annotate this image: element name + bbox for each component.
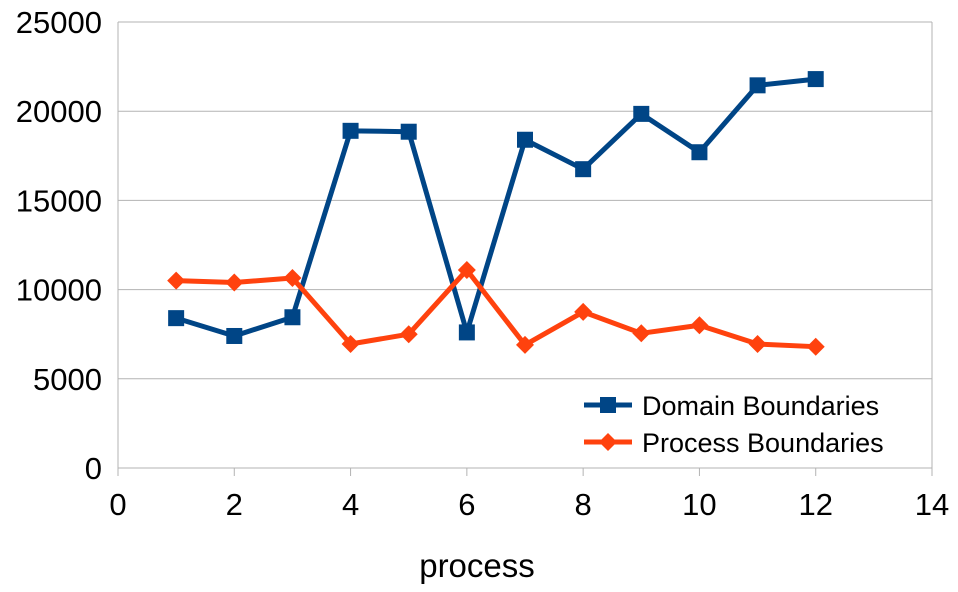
series-line-domain-boundaries bbox=[173, 76, 819, 339]
data-point-domain-boundaries bbox=[633, 105, 650, 122]
data-point-process-boundaries bbox=[283, 269, 302, 288]
data-point-process-boundaries bbox=[341, 335, 360, 354]
legend-marker-domain-boundaries bbox=[600, 397, 616, 413]
x-tick-label: 8 bbox=[575, 487, 592, 522]
x-tick-label: 0 bbox=[109, 487, 126, 522]
y-tick-label: 5000 bbox=[33, 362, 102, 397]
x-tick-label: 4 bbox=[342, 487, 359, 522]
data-point-domain-boundaries bbox=[517, 131, 533, 148]
series-line-process-boundaries bbox=[173, 267, 819, 350]
tick-labels: 0 5000 10000 15000 20000 25000 0 2 4 6 8 10 12 14 bbox=[16, 5, 949, 522]
x-tick-label: 6 bbox=[458, 487, 475, 522]
legend-marker-process-boundaries bbox=[599, 433, 617, 451]
data-point-process-boundaries bbox=[399, 325, 418, 344]
data-point-domain-boundaries bbox=[168, 310, 185, 327]
axes bbox=[117, 22, 933, 476]
data-point-process-boundaries bbox=[574, 302, 593, 321]
data-point-process-boundaries bbox=[225, 273, 244, 292]
data-point-process-boundaries bbox=[632, 324, 651, 343]
data-point-domain-boundaries bbox=[691, 144, 708, 161]
data-point-domain-boundaries bbox=[807, 71, 824, 88]
data-point-domain-boundaries bbox=[458, 324, 475, 341]
x-tick-label: 10 bbox=[682, 487, 716, 522]
legend-label-domain-boundaries: Domain Boundaries bbox=[642, 391, 879, 421]
y-tick-label: 20000 bbox=[16, 94, 102, 129]
x-axis-title: process bbox=[419, 547, 535, 584]
data-point-process-boundaries bbox=[167, 271, 186, 290]
series-domain-boundaries bbox=[168, 71, 824, 344]
legend-label-process-boundaries: Process Boundaries bbox=[642, 428, 884, 458]
x-tick-label: 14 bbox=[915, 487, 949, 522]
x-tick-label: 2 bbox=[226, 487, 243, 522]
data-point-domain-boundaries bbox=[342, 122, 359, 139]
series-process-boundaries bbox=[167, 260, 825, 356]
legend: Domain Boundaries Process Boundaries bbox=[584, 391, 884, 458]
data-point-domain-boundaries bbox=[284, 309, 301, 326]
data-point-domain-boundaries bbox=[400, 123, 417, 140]
gridlines bbox=[118, 21, 932, 380]
y-tick-label: 10000 bbox=[16, 273, 102, 308]
series-group bbox=[167, 71, 825, 356]
data-point-process-boundaries bbox=[457, 260, 476, 279]
y-tick-label: 15000 bbox=[16, 183, 102, 218]
data-point-process-boundaries bbox=[748, 335, 767, 354]
data-point-domain-boundaries bbox=[749, 77, 766, 94]
y-tick-label: 25000 bbox=[16, 5, 102, 40]
data-point-domain-boundaries bbox=[575, 161, 592, 178]
data-point-domain-boundaries bbox=[226, 327, 243, 344]
data-point-process-boundaries bbox=[516, 335, 534, 354]
legend-item-process-boundaries: Process Boundaries bbox=[584, 428, 884, 458]
x-tick-label: 12 bbox=[798, 487, 832, 522]
data-point-process-boundaries bbox=[806, 337, 825, 356]
y-tick-label: 0 bbox=[85, 451, 102, 486]
data-point-process-boundaries bbox=[690, 316, 709, 335]
legend-item-domain-boundaries: Domain Boundaries bbox=[584, 391, 879, 421]
